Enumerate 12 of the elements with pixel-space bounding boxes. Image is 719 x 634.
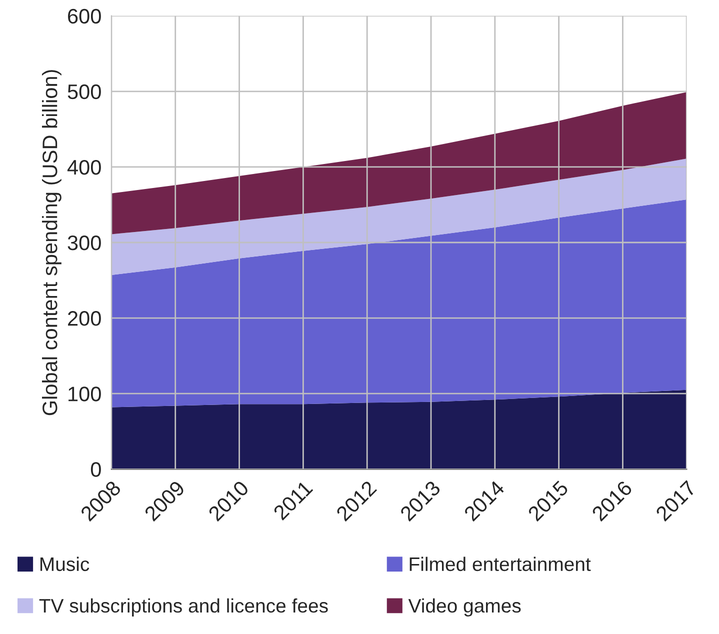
legend-label: TV subscriptions and licence fees xyxy=(39,598,328,616)
legend-label: Music xyxy=(40,556,90,572)
y-tick-label: 0 xyxy=(90,462,101,477)
y-tick-label: 100 xyxy=(68,386,101,402)
y-tick-label: 200 xyxy=(68,311,101,326)
y-tick-label: 300 xyxy=(68,236,101,250)
y-tick-label: 400 xyxy=(67,160,101,175)
legend-label: Filmed entertainment xyxy=(410,556,591,572)
y-tick-label: 600 xyxy=(68,8,101,24)
y-axis-title: Global content spending (USD billion) xyxy=(42,70,62,416)
y-tick-label: 500 xyxy=(68,84,101,100)
legend-label: Video games xyxy=(408,598,521,616)
